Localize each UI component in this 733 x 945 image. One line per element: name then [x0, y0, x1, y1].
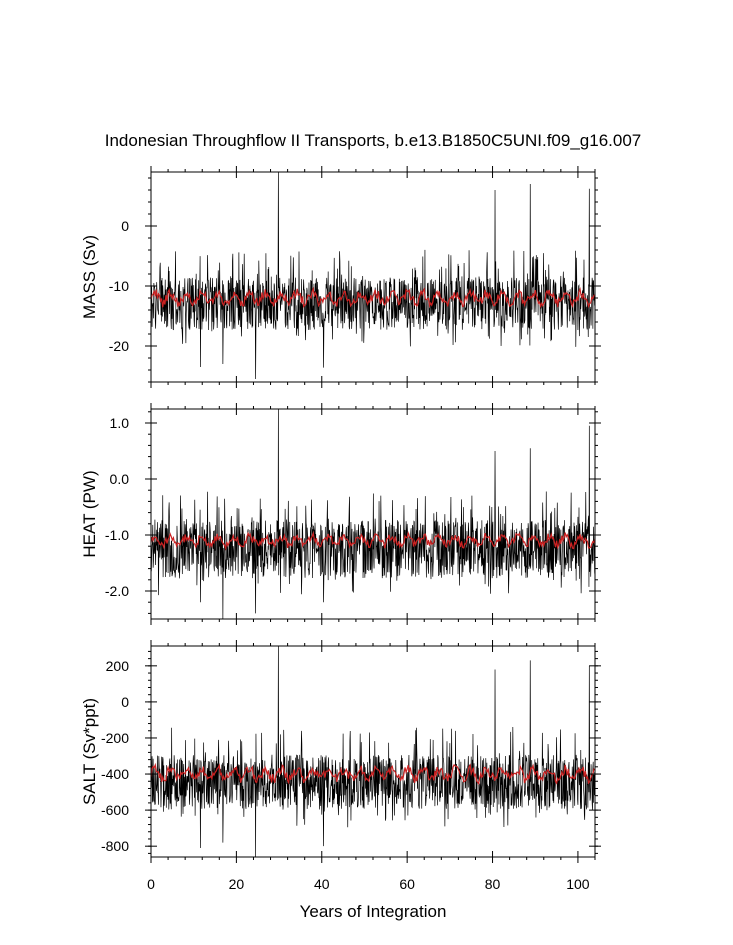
y-tick-label: 0.0	[110, 471, 130, 487]
smoothed-series-line	[151, 762, 595, 786]
plot-frame	[150, 171, 596, 383]
x-tick-label: 20	[229, 876, 245, 892]
smoothed-series-line	[151, 286, 595, 309]
y-tick-label: -600	[101, 802, 129, 818]
y-tick-label: -1.0	[105, 527, 129, 543]
panel-mass: 0 -10 -20 MASS (Sv)	[80, 166, 601, 388]
y-tick-label: 200	[106, 658, 130, 674]
y-tick-label: -20	[109, 338, 129, 354]
monthly-series-line	[151, 409, 595, 619]
y-tick-label: -2.0	[105, 583, 129, 599]
y-tick-label: -400	[101, 766, 129, 782]
y-tick-label: 0	[121, 694, 129, 710]
chart-title: Indonesian Throughflow II Transports, b.…	[105, 131, 642, 150]
x-tick-label: 40	[314, 876, 330, 892]
y-tick-label: 1.0	[110, 415, 130, 431]
x-tick-label: 80	[485, 876, 501, 892]
x-tick-label: 100	[566, 876, 590, 892]
y-axis-label: HEAT (PW)	[80, 470, 99, 557]
y-tick-label: 0	[121, 218, 129, 234]
panel-salt: 0 20 40 60 80 100 200 0 -200 -400 -600 -800 SALT (Sv…	[80, 640, 601, 892]
y-tick-label: -10	[109, 278, 129, 294]
monthly-series-line	[151, 172, 595, 380]
panel-heat: 1.0 0.0 -1.0 -2.0 HEAT (PW)	[80, 403, 601, 625]
x-tick-label: 0	[147, 876, 155, 892]
plot-frame	[150, 645, 596, 858]
x-axis-label: Years of Integration	[300, 902, 447, 921]
smoothed-series-line	[151, 530, 595, 551]
x-tick-label: 60	[399, 876, 415, 892]
monthly-series-line	[151, 646, 595, 857]
y-axis-label: SALT (Sv*ppt)	[80, 698, 99, 805]
y-axis-label: MASS (Sv)	[80, 235, 99, 319]
y-tick-label: -800	[101, 838, 129, 854]
y-tick-label: -200	[101, 730, 129, 746]
panels-group: 0 -10 -20 MASS (Sv) 1.0 0.0 -1.0 -2.0 HEAT (PW) 0…	[80, 166, 601, 892]
